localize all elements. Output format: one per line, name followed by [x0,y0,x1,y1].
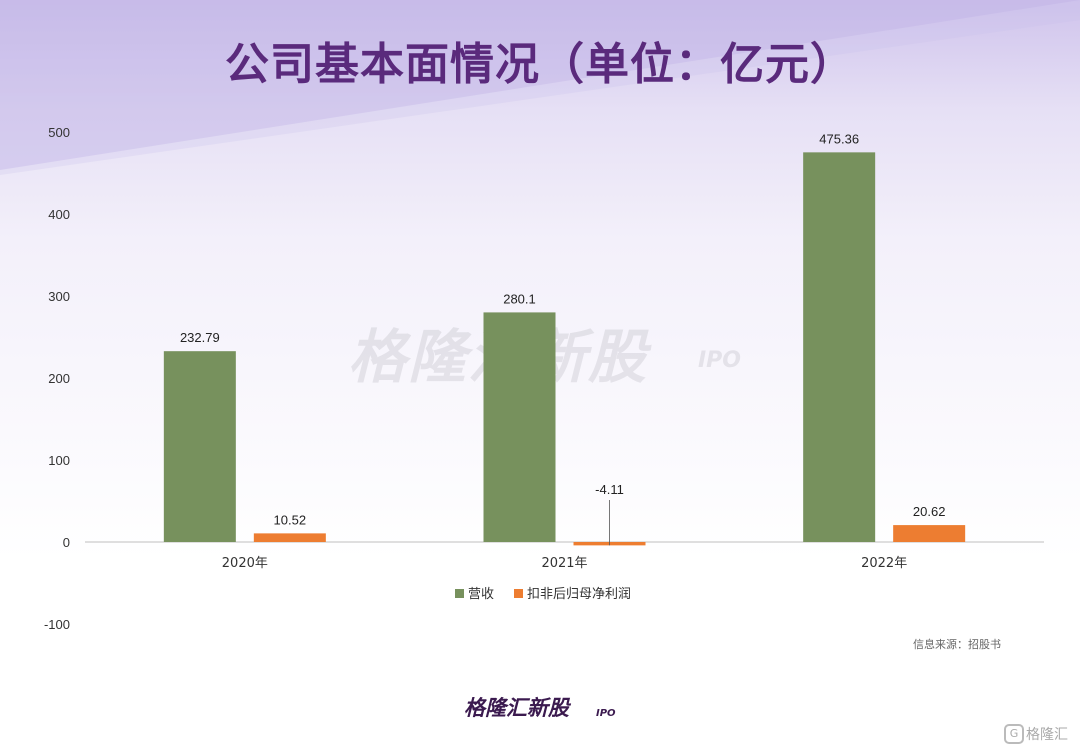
x-tick-label: 2022年 [861,556,907,571]
data-label: 10.52 [274,512,307,527]
data-label: 475.36 [819,131,859,146]
source-note: 信息来源：招股书 [913,638,1001,651]
y-tick-label: 100 [48,453,70,468]
y-tick-label: 400 [48,207,70,222]
legend-swatch [455,589,464,598]
brand-logo: 格隆汇新股 [464,696,569,720]
y-tick-label: 500 [48,125,70,140]
bar-revenue [803,152,876,542]
data-label: 232.79 [180,330,220,345]
legend-swatch [514,589,523,598]
x-tick-label: 2020年 [222,556,268,571]
y-tick-label: 200 [48,371,70,386]
bar-revenue [483,312,556,542]
data-label: 20.62 [913,504,946,519]
legend-label: 营收 [468,587,494,602]
brand-logo-sub: IPO [596,708,616,719]
y-tick-label: -100 [44,617,70,632]
data-label: -4.11 [595,482,624,497]
y-tick-label: 300 [48,289,70,304]
page-title: 公司基本面情况（单位：亿元） [225,39,855,90]
bar-revenue [163,351,236,542]
data-label: 280.1 [503,291,536,306]
background-wedge [0,0,1080,175]
legend-label: 扣非后归母净利润 [527,587,631,602]
brand-corner-text: 格隆汇 [1026,727,1068,743]
y-tick-label: 0 [63,535,70,550]
watermark-sub-text: IPO [698,348,742,373]
bar-profit [253,533,326,542]
x-tick-label: 2021年 [541,556,587,571]
bar-profit [893,525,966,542]
brand-corner-icon: G [1004,724,1024,744]
